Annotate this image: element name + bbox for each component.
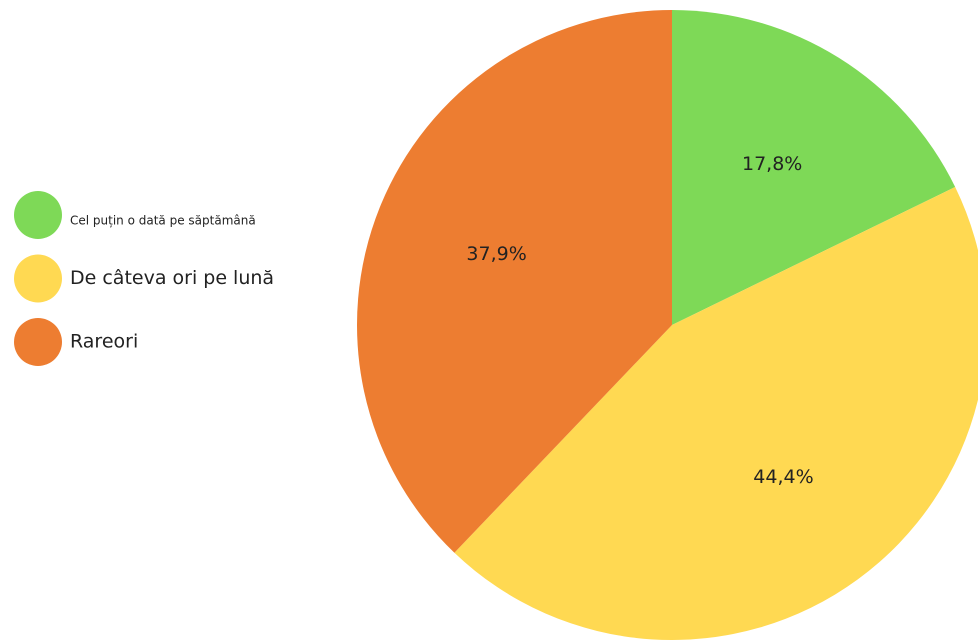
slice-label: 17,8% — [742, 153, 802, 175]
slice-label: 44,4% — [753, 466, 813, 488]
legend-label: De câteva ori pe lună — [70, 267, 274, 289]
legend-swatch — [14, 254, 62, 303]
legend-label: Cel puțin o dată pe săptămână — [70, 214, 256, 228]
slice-label: 37,9% — [466, 243, 526, 265]
pie-slice — [672, 10, 956, 325]
legend-swatch — [14, 318, 62, 366]
legend-label: Rareori — [70, 331, 138, 353]
pie-slice — [356, 10, 672, 553]
pie-slice — [454, 186, 978, 640]
legend-swatch — [14, 191, 62, 239]
